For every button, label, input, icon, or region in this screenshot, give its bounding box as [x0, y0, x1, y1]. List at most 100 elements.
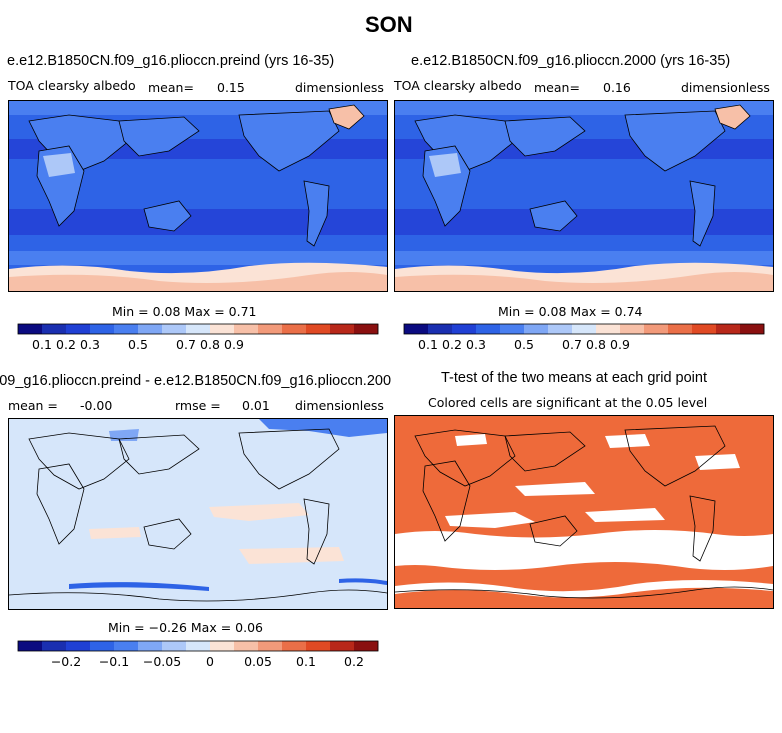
colorbar-swatch	[428, 324, 453, 334]
panel1-southern-ocean	[9, 251, 387, 265]
panel3-africa-outline	[36, 463, 85, 545]
panel4-australia-outline	[529, 515, 578, 547]
panel2-title: e.e12.B1850CN.f09_g16.plioccn.2000 (yrs …	[411, 53, 731, 69]
panel4-significant	[395, 416, 773, 608]
colorbar-3: −0.2 −0.1 −0.05 0 0.05 0.1 0.2	[17, 640, 379, 677]
panel2-mean-value: 0.16	[603, 80, 631, 95]
colorbar-tick-label: 0.3	[466, 337, 486, 352]
panel3-arctic-negative	[259, 419, 387, 437]
panel3-eurasia-outline	[28, 432, 130, 490]
colorbar-swatch	[716, 324, 741, 334]
colorbar-swatch	[42, 641, 67, 651]
colorbar-swatch	[66, 324, 91, 334]
colorbar-border	[17, 323, 379, 335]
colorbar-tick-label: 0.3	[80, 337, 100, 352]
colorbar-tick-label: 0.1	[296, 654, 316, 669]
colorbar-swatch	[620, 324, 645, 334]
colorbar-swatch	[282, 641, 307, 651]
colorbar-swatch	[234, 641, 259, 651]
colorbar-swatch	[186, 324, 211, 334]
panel2-sahara	[429, 153, 461, 177]
colorbar-swatch	[306, 641, 331, 651]
colorbar-tick-label: 0.8	[200, 337, 220, 352]
panel3-south-america-outline	[303, 498, 330, 565]
panel4-subtitle: Colored cells are significant at the 0.0…	[428, 395, 708, 410]
colorbar-2-ticks: 0.1 0.2 0.3 0.5 0.7 0.8 0.9	[404, 334, 764, 352]
panel2-australia	[529, 200, 578, 232]
panel2-southern-ocean	[395, 251, 773, 265]
colorbar-border	[403, 323, 765, 335]
panel4-map	[394, 415, 774, 609]
colorbar-3-ticks: −0.2 −0.1 −0.05 0 0.05 0.1 0.2	[18, 651, 378, 669]
colorbar-swatch	[282, 324, 307, 334]
colorbar-tick-label: 0.2	[442, 337, 462, 352]
colorbar-swatch	[354, 324, 379, 334]
colorbar-tick-label: −0.1	[98, 654, 130, 669]
colorbar-swatch	[740, 324, 765, 334]
colorbar-swatch	[644, 324, 669, 334]
colorbar-swatch	[114, 324, 139, 334]
colorbar-swatch	[500, 324, 525, 334]
colorbar-swatch	[524, 324, 549, 334]
panel4-nonsig-south-band	[395, 530, 773, 570]
colorbar-tick-label: 0.8	[586, 337, 606, 352]
panel1-minmax: Min = 0.08 Max = 0.71	[112, 304, 257, 319]
colorbar-swatch	[210, 324, 235, 334]
colorbar-swatch	[138, 324, 163, 334]
panel4-nonsig-patch-1	[445, 512, 535, 528]
panel2-arctic	[395, 101, 773, 115]
colorbar-swatch	[596, 324, 621, 334]
colorbar-swatch	[114, 641, 139, 651]
panel2-greenland	[714, 104, 751, 130]
colorbar-swatch	[330, 324, 355, 334]
panel3-antarctic-negative-2	[339, 578, 387, 585]
panel3-asia-outline	[118, 434, 200, 475]
panel3-australia-outline	[143, 518, 192, 550]
colorbar-2: 0.1 0.2 0.3 0.5 0.7 0.8 0.9	[403, 323, 765, 360]
colorbar-swatch	[234, 324, 259, 334]
panel3-tropical-positive-1	[209, 503, 309, 521]
colorbar-tick-label: 0.2	[344, 654, 364, 669]
colorbar-1-svg	[17, 323, 379, 335]
panel4-nonsig-patch-2	[585, 508, 665, 522]
colorbar-tick-label: −0.2	[50, 654, 82, 669]
panel3-north-america-outline	[238, 428, 340, 490]
colorbar-tick-label: 0.7	[176, 337, 196, 352]
panel1-australia	[143, 200, 192, 232]
colorbar-swatch	[18, 641, 43, 651]
colorbar-swatch	[90, 324, 115, 334]
colorbar-swatch	[548, 324, 573, 334]
panel2-variable: TOA clearsky albedo	[394, 78, 522, 93]
panel1-greenland	[328, 104, 365, 130]
colorbar-swatch	[572, 324, 597, 334]
panel3-mean-label: mean =	[8, 398, 58, 413]
colorbar-swatch	[692, 324, 717, 334]
panel4-nonsig-patch-5	[455, 434, 487, 446]
panel4-north-america-outline	[624, 425, 726, 487]
colorbar-tick-label: 0.1	[418, 337, 438, 352]
panel4-south-america-outline	[689, 495, 716, 562]
colorbar-swatch	[306, 324, 331, 334]
panel1-mean-label: mean=	[148, 80, 194, 95]
panel4-title: T-test of the two means at each grid poi…	[441, 370, 707, 386]
panel1-asia	[118, 116, 200, 157]
colorbar-swatch	[186, 641, 211, 651]
panel2-asia	[504, 116, 586, 157]
colorbar-swatch	[258, 641, 283, 651]
panel3-rmse-value: 0.01	[242, 398, 270, 413]
panel1-sahara	[43, 153, 75, 177]
panel1-map-svg	[9, 101, 387, 291]
colorbar-3-svg	[17, 640, 379, 652]
colorbar-swatch	[330, 641, 355, 651]
panel3-minmax: Min = −0.26 Max = 0.06	[108, 620, 263, 635]
panel4-nonsig-patch-3	[515, 482, 595, 496]
panel2-units: dimensionless	[681, 80, 770, 95]
colorbar-tick-label: 0.9	[224, 337, 244, 352]
panel2-south-america	[689, 180, 716, 247]
panel3-map	[8, 418, 388, 610]
panel3-southern-positive	[239, 547, 344, 564]
colorbar-swatch	[18, 324, 43, 334]
colorbar-swatch	[162, 324, 187, 334]
colorbar-swatch	[404, 324, 429, 334]
panel4-eurasia-outline	[414, 429, 516, 487]
